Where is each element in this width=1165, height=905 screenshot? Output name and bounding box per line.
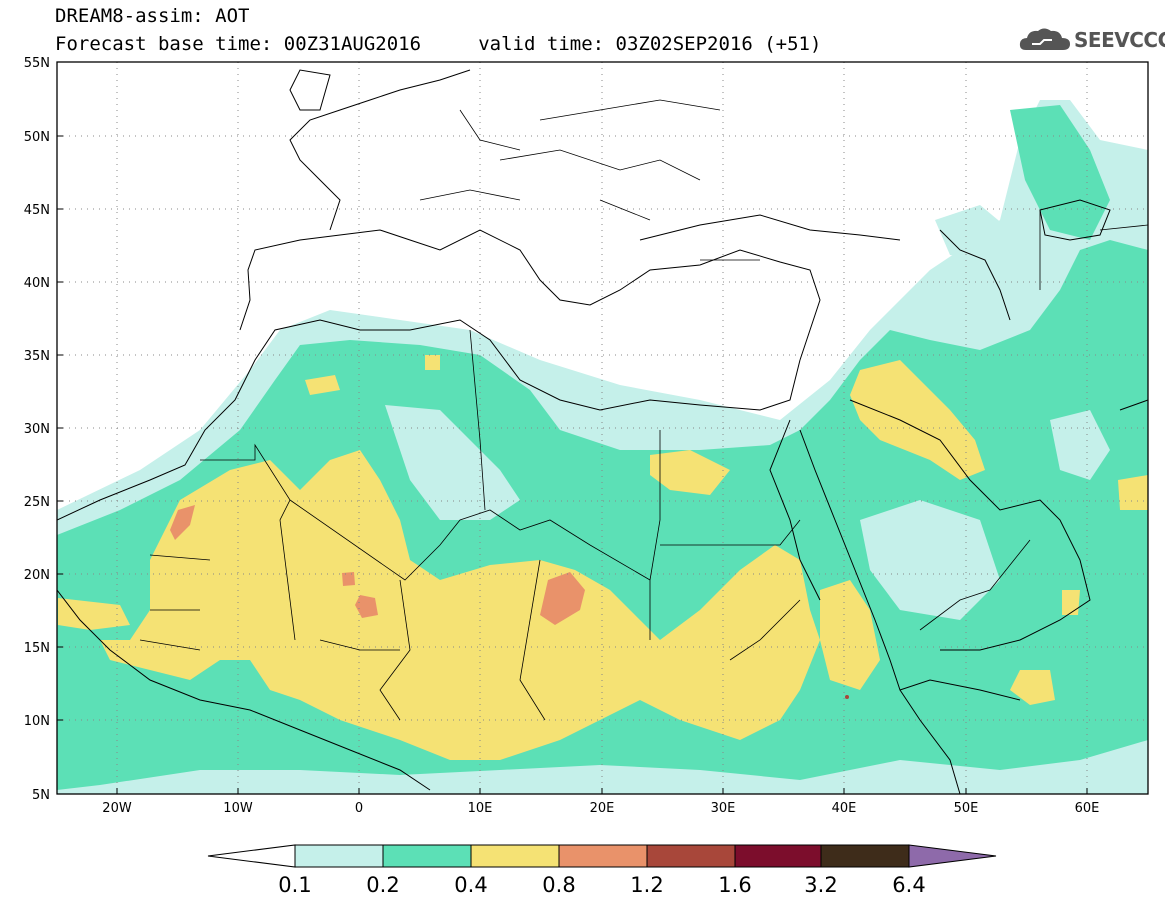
colorbar-segment — [382, 844, 472, 868]
colorbar-label: 0.4 — [454, 873, 487, 897]
colorbar-segment — [820, 844, 910, 868]
colorbar-high-arrow — [908, 844, 997, 868]
lat-label: 35N — [24, 349, 50, 364]
lon-label: 20E — [590, 801, 615, 816]
cloud-icon — [1019, 28, 1070, 50]
lat-label: 20N — [24, 568, 50, 583]
colorbar-segment — [294, 844, 384, 868]
colorbar — [207, 844, 997, 868]
lon-label: 60E — [1075, 801, 1100, 816]
aot-band-1.2 — [845, 695, 849, 699]
aot-band-0.1-patches — [225, 405, 1110, 620]
lon-label: 0 — [355, 801, 363, 816]
lon-label: 40E — [832, 801, 857, 816]
colorbar-label: 0.2 — [366, 873, 399, 897]
aot-band-0.8 — [170, 505, 585, 625]
colorbar-label: 0.8 — [542, 873, 575, 897]
lat-label: 25N — [24, 495, 50, 510]
latitude-labels: 55N 50N 45N 40N 35N 30N 25N 20N 15N 10N … — [24, 56, 50, 803]
chart-title: DREAM8-assim: AOT — [55, 5, 250, 27]
lat-label: 5N — [32, 788, 50, 803]
colorbar-label: 1.2 — [630, 873, 663, 897]
longitude-labels: 20W 10W 0 10E 20E 30E 40E 50E 60E — [102, 801, 1099, 816]
graticule — [57, 62, 1148, 794]
lat-label: 15N — [24, 641, 50, 656]
colorbar-segment — [734, 844, 822, 868]
colorbar-segment — [558, 844, 648, 868]
lon-label: 10W — [223, 801, 253, 816]
borders — [139, 99, 1148, 721]
colorbar-label: 6.4 — [892, 873, 925, 897]
colorbar-labels: 0.1 0.2 0.4 0.8 1.2 1.6 3.2 6.4 — [278, 873, 925, 897]
lat-label: 55N — [24, 56, 50, 71]
colorbar-segment — [470, 844, 560, 868]
aot-field — [57, 62, 1148, 794]
colorbar-segment — [646, 844, 736, 868]
colorbar-label: 0.1 — [278, 873, 311, 897]
lat-label: 50N — [24, 130, 50, 145]
lat-label: 45N — [24, 203, 50, 218]
colorbar-low-arrow — [207, 844, 296, 868]
lat-label: 40N — [24, 276, 50, 291]
lat-label: 10N — [24, 714, 50, 729]
lon-label: 50E — [954, 801, 979, 816]
lon-label: 10E — [468, 801, 493, 816]
lon-label: 20W — [102, 801, 132, 816]
aot-band-0.4 — [58, 355, 1148, 760]
coastlines — [57, 69, 1148, 794]
lon-label: 30E — [711, 801, 736, 816]
colorbar-label: 1.6 — [718, 873, 751, 897]
ticks — [57, 61, 1088, 794]
colorbar-label: 3.2 — [804, 873, 837, 897]
forecast-time-line: Forecast base time: 00Z31AUG2016 valid t… — [55, 33, 822, 55]
lat-label: 30N — [24, 422, 50, 437]
seevccc-logo: SEEVCCC — [1018, 26, 1165, 54]
logo-text: SEEVCCC — [1074, 28, 1165, 52]
